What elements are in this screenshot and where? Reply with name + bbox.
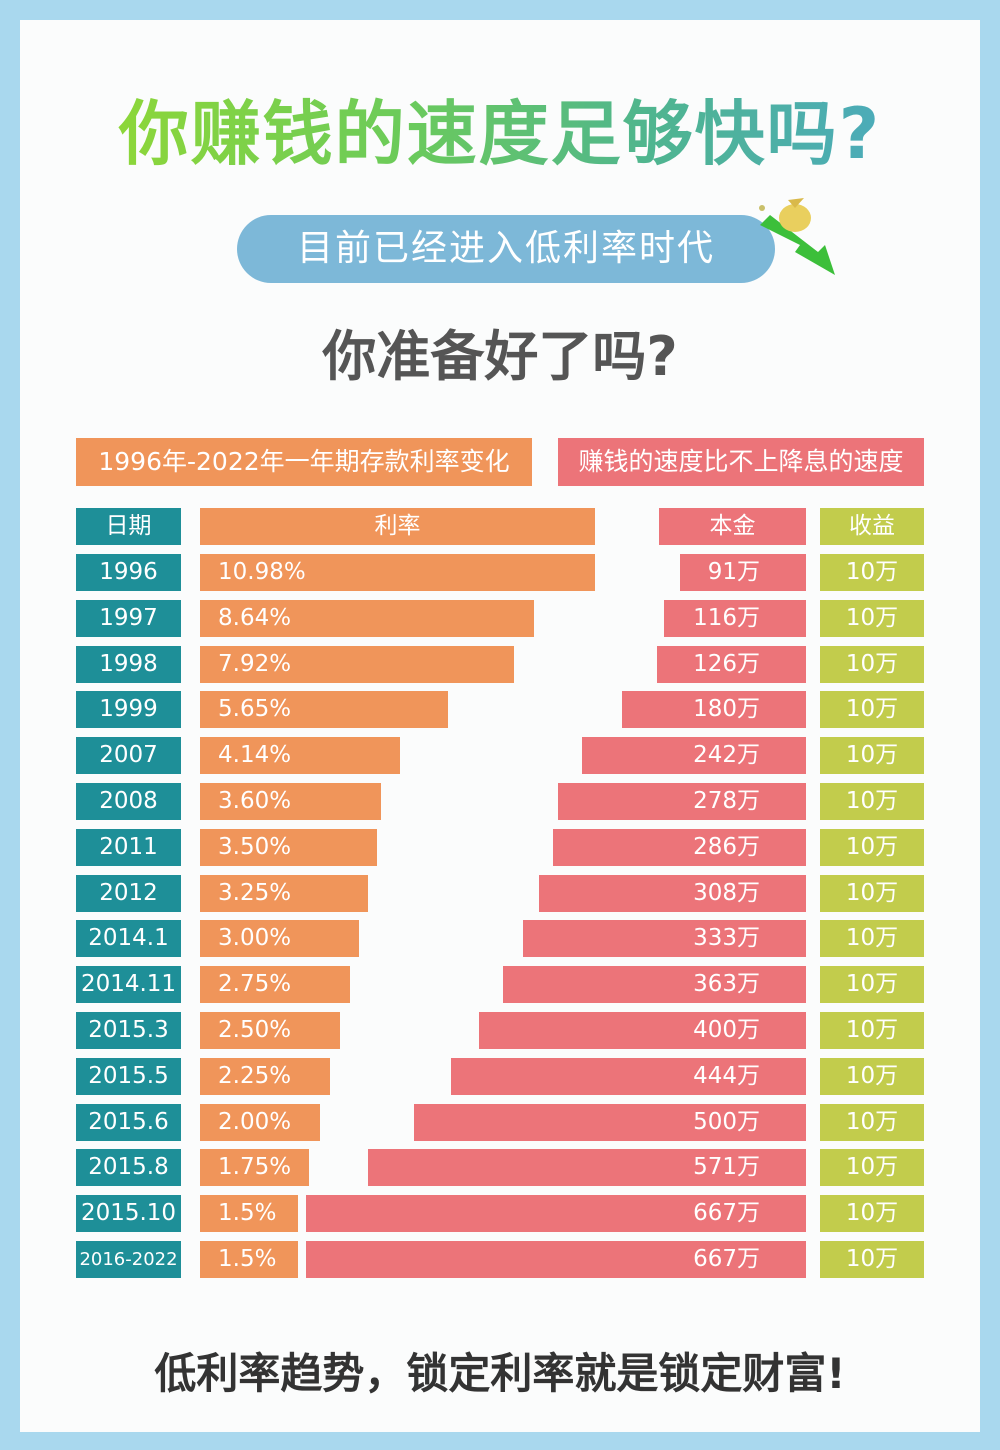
principal-bar: 363万 [503, 966, 806, 1004]
column-header-date: 日期 [76, 508, 181, 545]
rate-bar: 2.00% [200, 1103, 320, 1141]
income-cell: 10万 [820, 1103, 924, 1141]
rate-bar: 3.60% [200, 783, 381, 820]
principal-bar: 126万 [657, 645, 806, 683]
income-cell: 10万 [820, 828, 924, 866]
principal-bar: 91万 [680, 554, 806, 591]
column-header-rate: 利率 [200, 508, 595, 545]
rate-bar: 3.00% [200, 920, 359, 958]
principal-bar: 278万 [558, 783, 806, 820]
income-cell: 10万 [820, 737, 924, 775]
rate-bar: 2.25% [200, 1057, 330, 1095]
principal-bar: 116万 [664, 599, 806, 637]
rate-change-banner: 1996年-2022年一年期存款利率变化 [76, 438, 532, 486]
date-cell: 1998 [76, 645, 181, 683]
date-cell: 2014.11 [76, 966, 181, 1004]
date-cell: 2008 [76, 783, 181, 820]
rate-bar: 8.64% [200, 599, 534, 637]
column-header-principal: 本金 [659, 508, 806, 545]
rate-bar: 2.50% [200, 1012, 340, 1049]
principal-bar: 444万 [451, 1057, 806, 1095]
income-cell: 10万 [820, 599, 924, 637]
date-cell: 2011 [76, 828, 181, 866]
date-cell: 1997 [76, 599, 181, 637]
income-cell: 10万 [820, 920, 924, 958]
principal-bar: 242万 [582, 737, 806, 775]
income-cell: 10万 [820, 554, 924, 591]
income-cell: 10万 [820, 1012, 924, 1049]
principal-bar: 571万 [368, 1149, 806, 1187]
date-cell: 2015.8 [76, 1149, 181, 1187]
date-cell: 2012 [76, 874, 181, 912]
date-cell: 2015.10 [76, 1195, 181, 1233]
footer-slogan: 低利率趋势，锁定利率就是锁定财富! [154, 1349, 846, 1398]
date-cell: 2007 [76, 737, 181, 775]
income-cell: 10万 [820, 1195, 924, 1233]
principal-bar: 180万 [622, 691, 806, 729]
rate-bar: 5.65% [200, 691, 448, 729]
low-rate-era-pill: 目前已经进入低利率时代 [237, 215, 775, 283]
principal-bar: 400万 [479, 1012, 806, 1049]
rate-bar: 3.50% [200, 828, 377, 866]
income-cell: 10万 [820, 783, 924, 820]
subtitle: 你准备好了吗? [322, 325, 678, 388]
income-cell: 10万 [820, 1149, 924, 1187]
income-cell: 10万 [820, 645, 924, 683]
date-cell: 2015.6 [76, 1103, 181, 1141]
date-cell: 2015.5 [76, 1057, 181, 1095]
speed-banner: 赚钱的速度比不上降息的速度 [558, 438, 924, 486]
principal-bar: 500万 [414, 1103, 806, 1141]
rate-bar: 7.92% [200, 645, 514, 683]
rate-bar: 3.25% [200, 874, 368, 912]
principal-bar: 333万 [523, 920, 806, 958]
rate-bar: 4.14% [200, 737, 400, 775]
main-title: 你赚钱的速度足够快吗? [0, 78, 1000, 179]
principal-bar: 667万 [306, 1195, 806, 1233]
principal-bar: 286万 [553, 828, 806, 866]
date-cell: 2014.1 [76, 920, 181, 958]
income-cell: 10万 [820, 966, 924, 1004]
income-cell: 10万 [820, 691, 924, 729]
date-cell: 1996 [76, 554, 181, 591]
principal-bar: 308万 [539, 874, 806, 912]
income-cell: 10万 [820, 1241, 924, 1278]
rate-bar: 1.5% [200, 1241, 298, 1278]
rate-bar: 10.98% [200, 554, 595, 591]
date-cell: 1999 [76, 691, 181, 729]
principal-bar: 667万 [306, 1241, 806, 1278]
rate-bar: 2.75% [200, 966, 350, 1004]
date-cell: 2016-2022 [76, 1241, 181, 1278]
income-cell: 10万 [820, 874, 924, 912]
rate-bar: 1.5% [200, 1195, 298, 1233]
column-header-income: 收益 [820, 508, 924, 545]
rate-bar: 1.75% [200, 1149, 309, 1187]
date-cell: 2015.3 [76, 1012, 181, 1049]
money-bag-down-arrow-icon [759, 198, 835, 275]
income-cell: 10万 [820, 1057, 924, 1095]
